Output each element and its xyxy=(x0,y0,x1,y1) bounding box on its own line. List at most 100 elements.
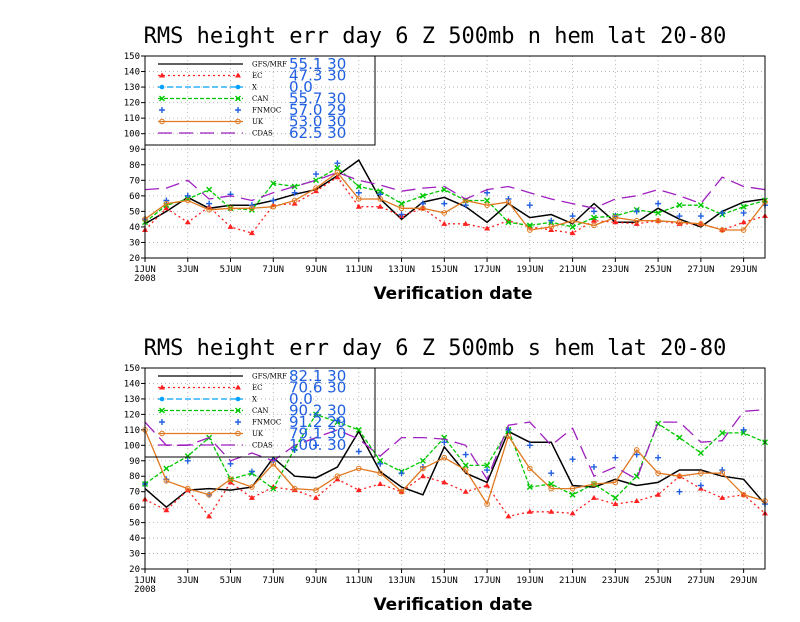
legend-marker xyxy=(159,107,165,113)
data-point xyxy=(697,202,704,209)
series-fnmoc xyxy=(142,417,768,508)
y-tick-label: 150 xyxy=(124,52,140,62)
x-tick-label: 23JUN xyxy=(602,576,629,586)
legend-stat: 62.5 30 xyxy=(289,124,346,142)
x-tick-label: 9JUN xyxy=(305,576,327,586)
data-point xyxy=(313,177,320,184)
y-tick-label: 60 xyxy=(129,503,140,513)
series-line xyxy=(144,409,766,481)
data-point xyxy=(227,223,234,229)
data-point xyxy=(248,494,255,500)
legend-marker xyxy=(235,84,241,90)
data-point xyxy=(676,202,683,209)
data-point xyxy=(441,210,448,216)
data-point xyxy=(355,183,362,190)
data-point xyxy=(313,171,320,178)
data-point xyxy=(462,220,469,226)
data-point xyxy=(313,185,319,191)
data-point xyxy=(698,470,704,476)
x-tick-label: 5JUN xyxy=(220,265,242,275)
data-point xyxy=(655,209,662,216)
data-point xyxy=(740,429,747,436)
x-tick-label: 23JUN xyxy=(602,265,629,275)
series-fnmoc xyxy=(142,160,768,224)
data-point xyxy=(548,508,555,514)
x-tick-label: 21JUN xyxy=(559,576,586,586)
data-point xyxy=(355,203,362,209)
data-point xyxy=(184,457,191,464)
data-point xyxy=(633,497,640,503)
data-point xyxy=(248,202,255,209)
data-point xyxy=(441,220,448,226)
data-point xyxy=(633,447,640,453)
series-line xyxy=(144,171,766,231)
data-point xyxy=(462,462,469,469)
data-point xyxy=(655,200,662,207)
data-point xyxy=(419,457,426,464)
data-point xyxy=(419,192,426,199)
legend-label: X xyxy=(252,396,257,404)
y-tick-label: 30 xyxy=(129,238,140,248)
data-point xyxy=(719,429,726,436)
data-point xyxy=(248,468,255,475)
data-point xyxy=(248,230,255,236)
x-tick-label: 21JUN xyxy=(559,265,586,275)
data-point xyxy=(291,183,298,190)
series-can xyxy=(142,164,768,230)
legend-marker xyxy=(235,384,241,390)
legend-label: X xyxy=(252,84,257,92)
plot-frame xyxy=(144,55,766,259)
y-tick-label: 80 xyxy=(129,472,140,482)
data-point xyxy=(676,434,683,441)
x-year-label: 2008 xyxy=(134,274,156,284)
x-tick-label: 1JUN xyxy=(134,265,156,275)
series-ec xyxy=(142,473,768,519)
legend-label: CAN xyxy=(252,407,269,415)
data-point xyxy=(740,426,747,433)
data-point xyxy=(612,219,619,225)
data-point xyxy=(591,222,597,229)
data-point xyxy=(655,470,661,476)
data-point xyxy=(377,470,383,476)
data-point xyxy=(184,485,191,492)
data-point xyxy=(334,160,341,167)
legend-marker xyxy=(159,384,165,390)
data-point xyxy=(612,501,619,507)
legend-label: UK xyxy=(252,118,264,126)
y-tick-label: 50 xyxy=(129,519,140,529)
data-point xyxy=(441,439,448,446)
data-point xyxy=(313,487,319,493)
legend-label: EC xyxy=(252,384,262,392)
data-point xyxy=(419,473,426,479)
y-tick-label: 120 xyxy=(124,99,140,109)
data-point xyxy=(398,205,405,212)
y-tick-label: 40 xyxy=(129,223,140,233)
plot-frame xyxy=(144,367,766,570)
data-point xyxy=(590,494,597,500)
data-point xyxy=(719,209,726,216)
data-point xyxy=(206,200,213,207)
data-point xyxy=(377,460,384,467)
data-point xyxy=(527,465,533,472)
y-tick-label: 140 xyxy=(124,379,140,389)
data-point xyxy=(740,227,747,233)
y-tick-label: 70 xyxy=(129,488,140,498)
y-tick-label: 40 xyxy=(129,534,140,544)
x-tick-label: 19JUN xyxy=(516,576,543,586)
data-point xyxy=(505,195,512,202)
legend-marker xyxy=(159,419,165,425)
data-point xyxy=(313,411,320,418)
data-point xyxy=(441,479,448,485)
legend-label: CAN xyxy=(252,95,269,103)
series-can xyxy=(142,411,768,501)
x-tick-label: 7JUN xyxy=(262,576,284,586)
x-axis-label: Verification date xyxy=(373,284,532,304)
data-point xyxy=(291,485,298,492)
data-point xyxy=(505,199,512,205)
data-point xyxy=(206,186,213,193)
series-uk xyxy=(142,169,768,233)
legend: GFS/MRF 82.1 30 EC 70.6 30 X 0.0 CAN 90.2 30 FNM… xyxy=(144,367,376,458)
data-point xyxy=(548,224,555,230)
legend-label: CDAS xyxy=(252,130,273,138)
data-point xyxy=(548,470,555,477)
